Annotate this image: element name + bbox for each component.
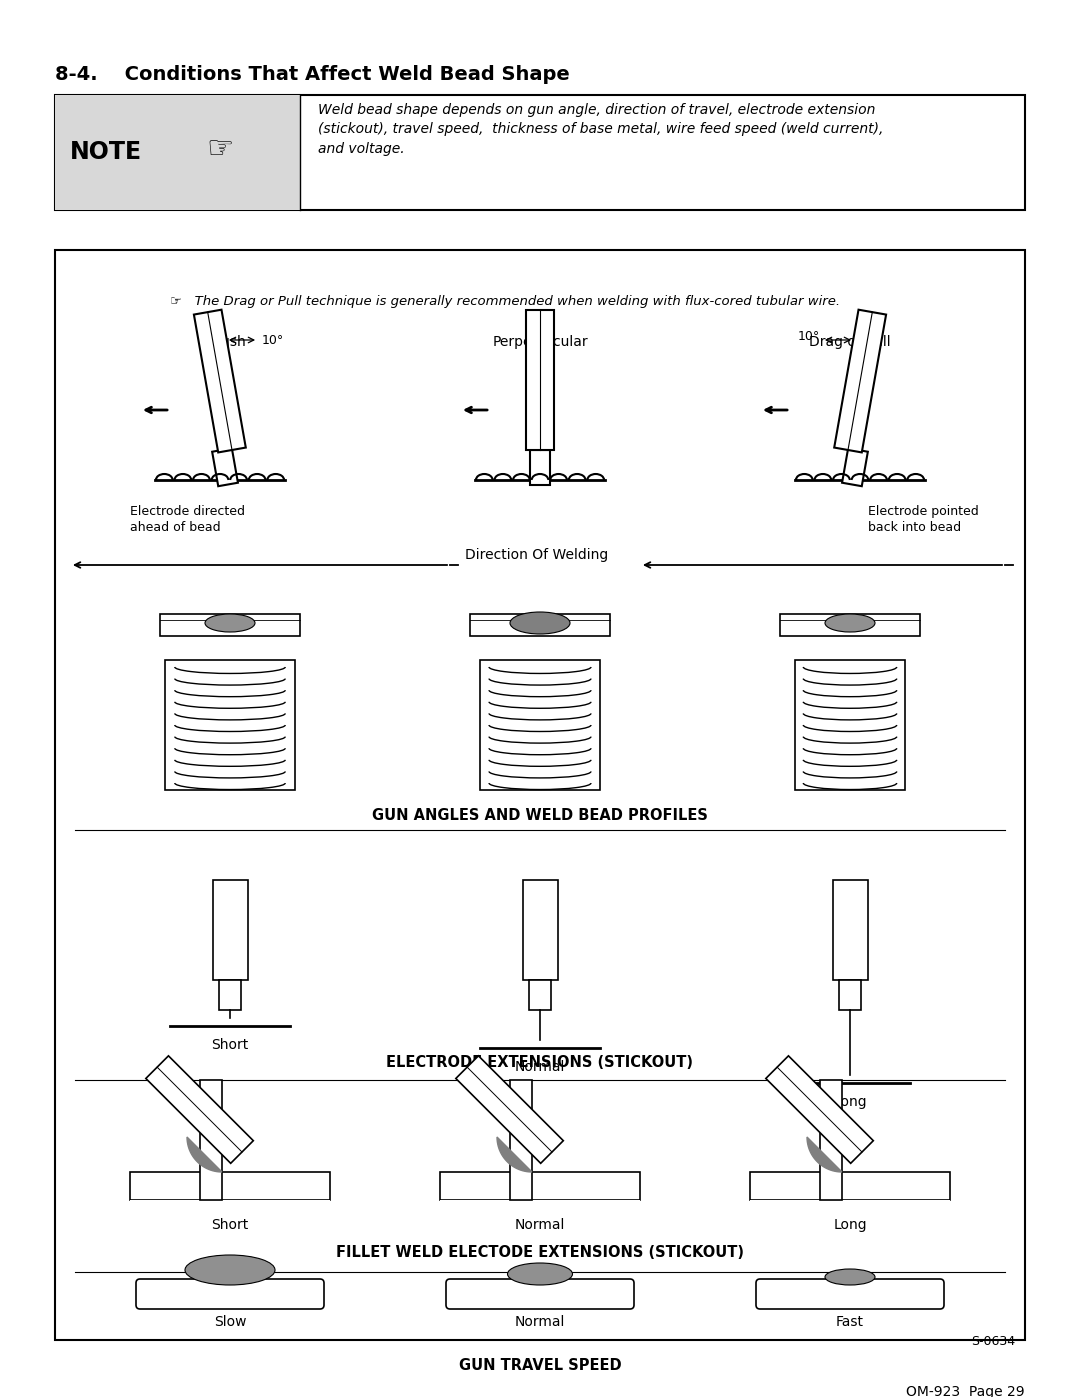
Bar — [130, 1172, 330, 1200]
Polygon shape — [146, 1056, 254, 1164]
Bar — [130, 1200, 330, 1213]
Text: FILLET WELD ELECTODE EXTENSIONS (STICKOUT): FILLET WELD ELECTODE EXTENSIONS (STICKOU… — [336, 1245, 744, 1260]
Polygon shape — [187, 1137, 222, 1172]
Text: S-0634: S-0634 — [971, 1336, 1015, 1348]
Polygon shape — [456, 1056, 564, 1164]
Text: Push: Push — [214, 335, 246, 349]
Polygon shape — [530, 450, 550, 485]
Bar — [750, 1172, 950, 1200]
Bar — [470, 615, 610, 636]
Bar — [55, 95, 1025, 210]
Text: 10°: 10° — [262, 334, 284, 346]
Bar — [820, 1080, 842, 1200]
FancyBboxPatch shape — [756, 1280, 944, 1309]
Polygon shape — [526, 310, 554, 450]
Text: Slow: Slow — [214, 1315, 246, 1329]
Text: OM-923  Page 29: OM-923 Page 29 — [906, 1384, 1025, 1397]
Text: NOTE: NOTE — [70, 140, 143, 163]
Bar — [529, 981, 551, 1010]
Polygon shape — [842, 448, 868, 486]
FancyBboxPatch shape — [136, 1280, 324, 1309]
Polygon shape — [807, 1137, 842, 1172]
Bar — [213, 880, 248, 981]
Ellipse shape — [510, 612, 570, 634]
Text: Electrode pointed
back into bead: Electrode pointed back into bead — [868, 504, 978, 534]
Polygon shape — [212, 448, 238, 486]
Bar — [523, 880, 558, 981]
Text: Short: Short — [212, 1218, 248, 1232]
Polygon shape — [497, 1137, 532, 1172]
Text: ☞: ☞ — [206, 136, 233, 165]
Polygon shape — [194, 310, 246, 453]
Text: Direction Of Welding: Direction Of Welding — [465, 548, 608, 562]
Text: Short: Short — [212, 1038, 248, 1052]
Text: Fast: Fast — [836, 1315, 864, 1329]
Bar — [165, 659, 295, 789]
Ellipse shape — [508, 1263, 572, 1285]
Text: Electrode directed
ahead of bead: Electrode directed ahead of bead — [130, 504, 245, 534]
Bar — [833, 880, 868, 981]
Bar — [200, 1080, 222, 1200]
Bar — [795, 659, 905, 789]
Bar — [510, 1080, 532, 1200]
Ellipse shape — [185, 1255, 275, 1285]
Ellipse shape — [825, 1268, 875, 1285]
Bar — [55, 95, 300, 210]
Polygon shape — [834, 310, 886, 453]
Text: Normal: Normal — [515, 1315, 565, 1329]
Text: GUN TRAVEL SPEED: GUN TRAVEL SPEED — [459, 1358, 621, 1373]
Bar — [480, 659, 600, 789]
Bar — [55, 250, 1025, 1340]
Text: Weld bead shape depends on gun angle, direction of travel, electrode extension
(: Weld bead shape depends on gun angle, di… — [318, 103, 883, 156]
Text: Long: Long — [833, 1218, 867, 1232]
Text: ☞   The Drag or Pull technique is generally recommended when welding with flux-c: ☞ The Drag or Pull technique is generall… — [170, 295, 840, 307]
Polygon shape — [766, 1056, 874, 1164]
Bar — [440, 1172, 640, 1200]
Bar — [160, 615, 300, 636]
Ellipse shape — [205, 615, 255, 631]
Text: Long: Long — [833, 1095, 867, 1109]
Bar — [780, 615, 920, 636]
Bar — [219, 981, 241, 1010]
Ellipse shape — [825, 615, 875, 631]
Text: Drag or Pull: Drag or Pull — [809, 335, 891, 349]
FancyBboxPatch shape — [446, 1280, 634, 1309]
Bar — [440, 1200, 640, 1213]
Text: Normal: Normal — [515, 1060, 565, 1074]
Text: Normal: Normal — [515, 1218, 565, 1232]
Text: 10°: 10° — [798, 330, 820, 342]
Bar — [750, 1200, 950, 1213]
Text: Perpendicular: Perpendicular — [492, 335, 588, 349]
Text: 8-4.    Conditions That Affect Weld Bead Shape: 8-4. Conditions That Affect Weld Bead Sh… — [55, 66, 570, 84]
Text: ELECTRODE EXTENSIONS (STICKOUT): ELECTRODE EXTENSIONS (STICKOUT) — [387, 1055, 693, 1070]
Bar — [839, 981, 861, 1010]
Text: GUN ANGLES AND WELD BEAD PROFILES: GUN ANGLES AND WELD BEAD PROFILES — [373, 807, 707, 823]
